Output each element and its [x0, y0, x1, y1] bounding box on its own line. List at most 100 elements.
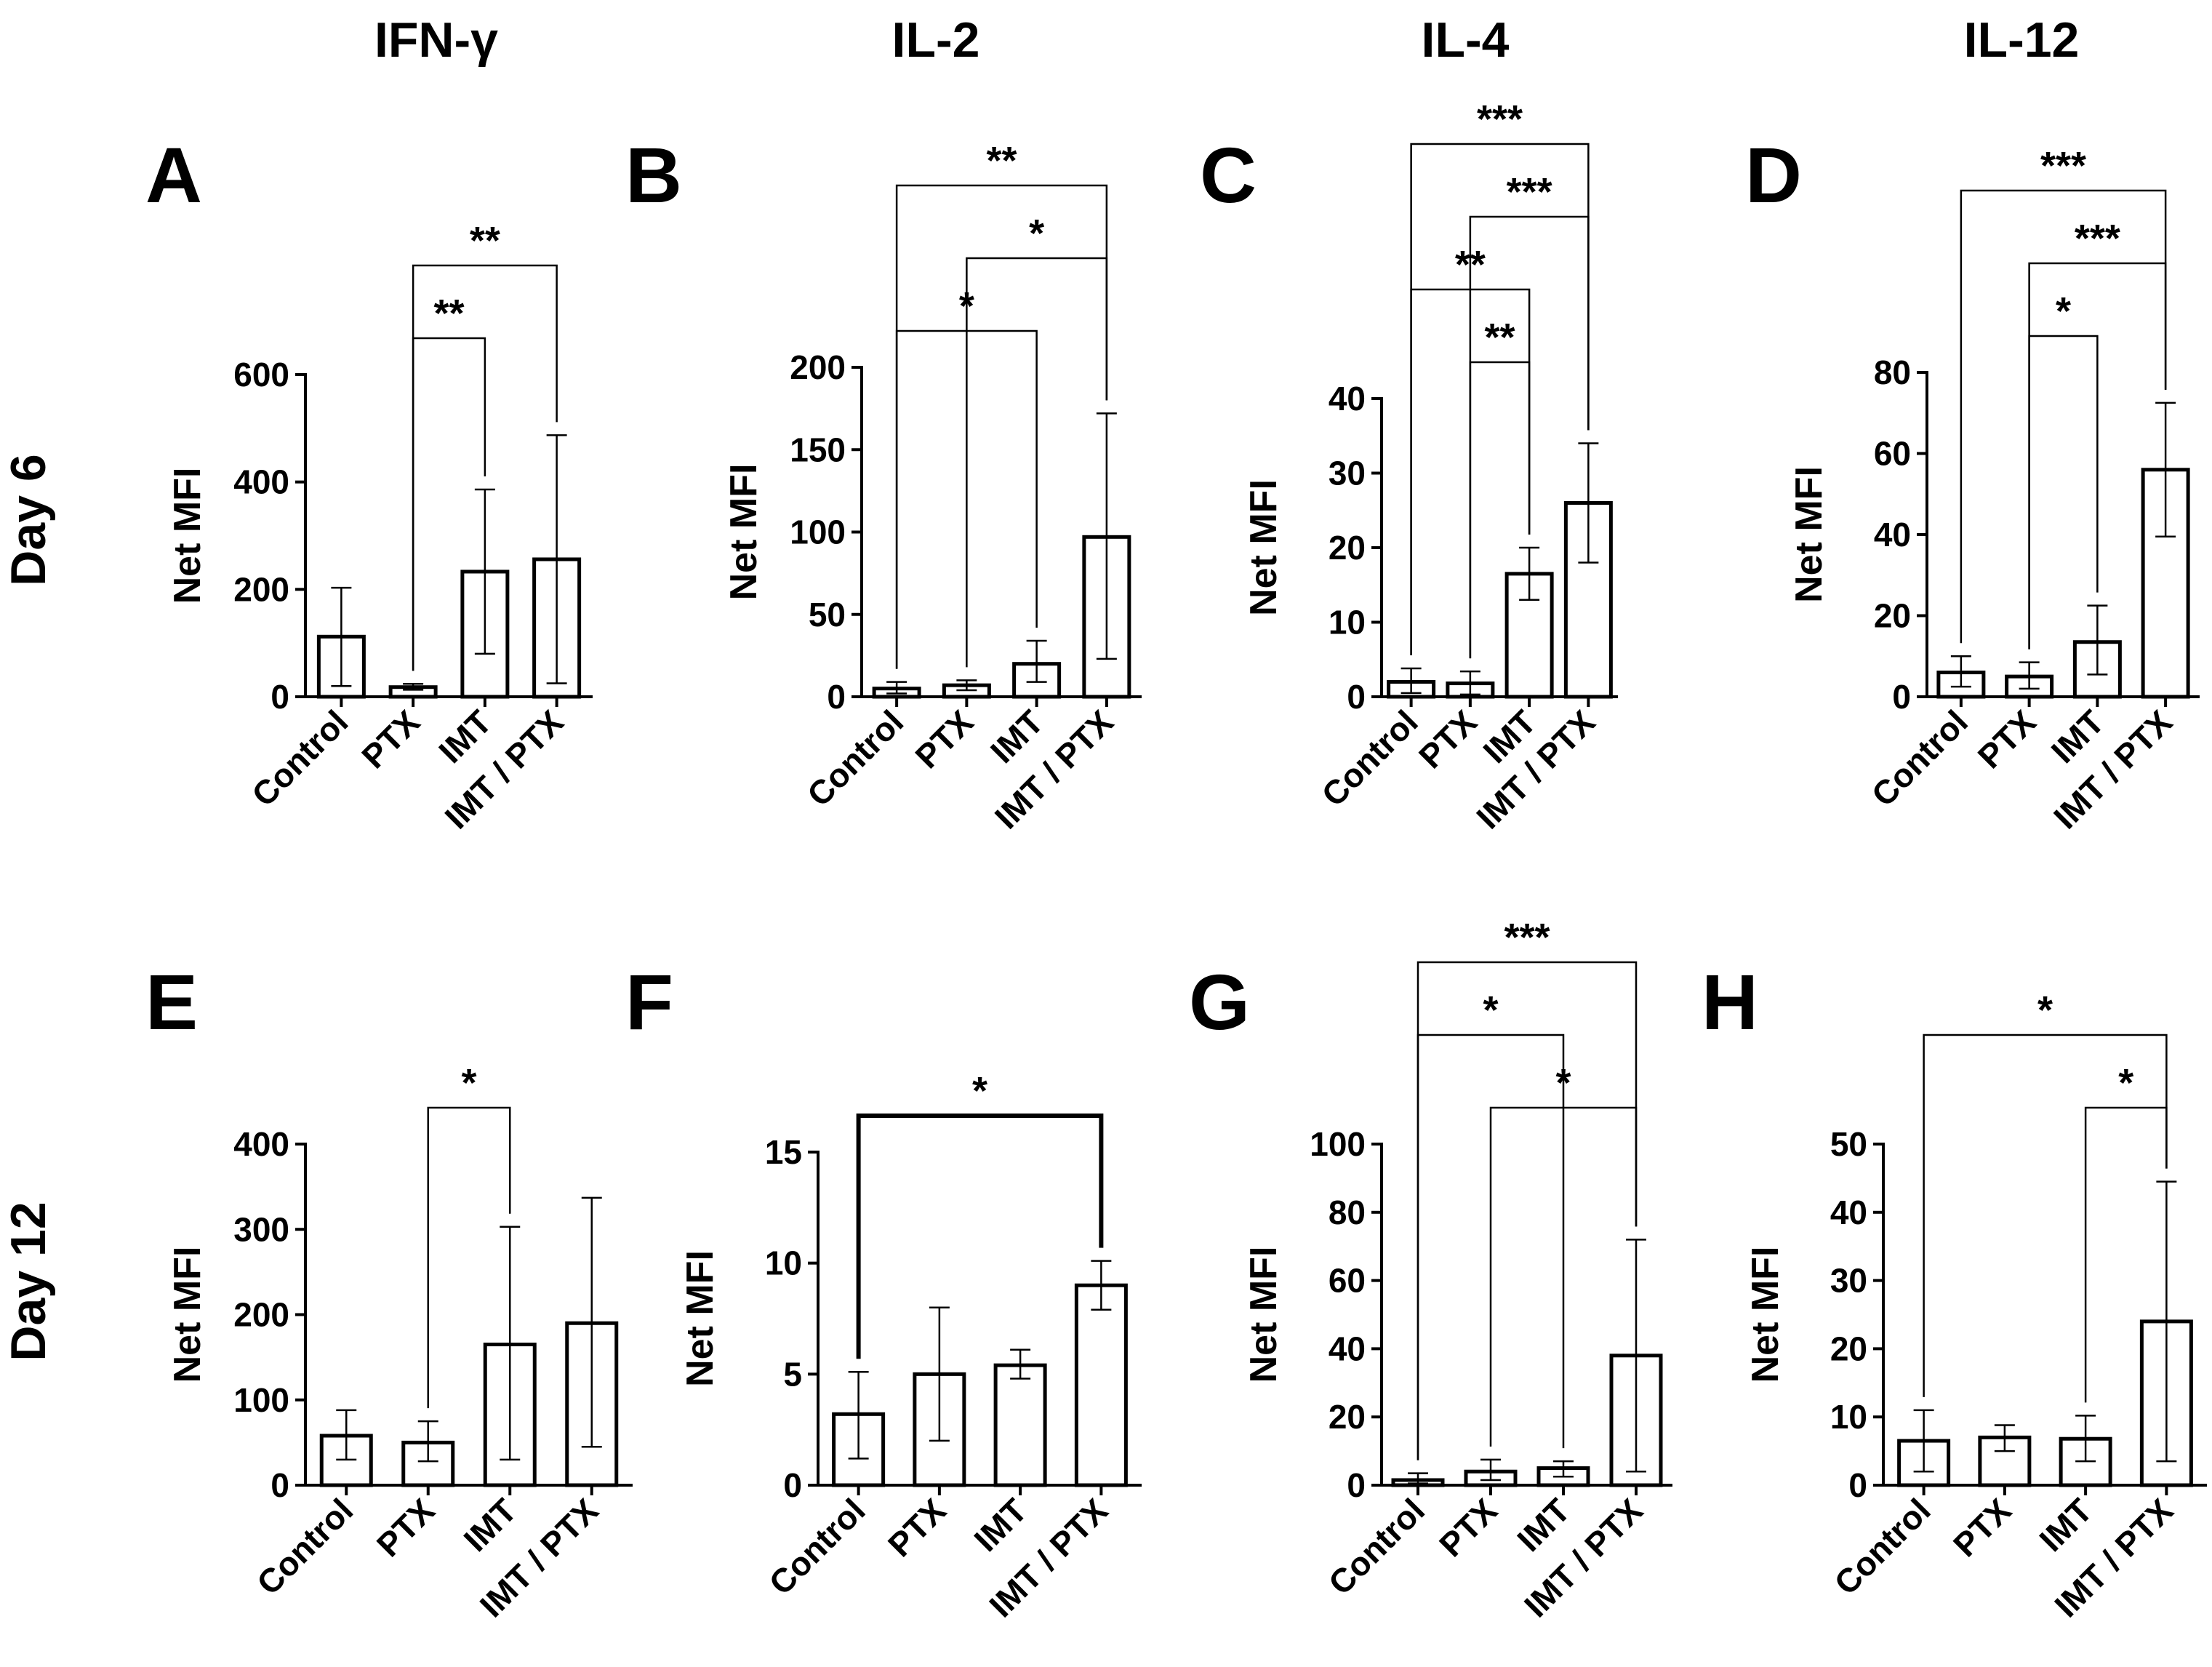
- y-axis-label: Net MFI: [1744, 1247, 1787, 1383]
- significance-bracket: [856, 1114, 1104, 1359]
- y-tick-label: 0: [271, 678, 289, 716]
- y-tick-label: 30: [1830, 1262, 1867, 1300]
- significance-label: ***: [1504, 916, 1550, 959]
- significance-label: *: [972, 1069, 987, 1113]
- panel-letter: E: [145, 958, 198, 1046]
- y-tick-label: 0: [1347, 1466, 1366, 1504]
- bar-imt-ptx: [1074, 1283, 1128, 1487]
- category-label: Control: [244, 703, 355, 813]
- y-tick-label: 200: [790, 348, 846, 386]
- y-axis-label: Net MFI: [167, 468, 209, 604]
- column-header-il-12: IL-12: [1964, 12, 2080, 68]
- y-tick-label: 15: [765, 1133, 802, 1171]
- y-tick-label: 10: [765, 1244, 802, 1282]
- significance-label: ***: [1477, 97, 1523, 141]
- y-tick-label: 0: [1347, 678, 1366, 716]
- significance-label: ***: [2040, 144, 2086, 188]
- y-tick-label: 0: [783, 1466, 802, 1504]
- panel-letter: B: [625, 131, 682, 219]
- row-label-day-12: Day 12: [1, 1202, 56, 1361]
- y-tick-label: 400: [233, 463, 289, 501]
- significance-label: *: [1029, 212, 1044, 255]
- significance-label: **: [1484, 316, 1515, 359]
- y-tick-label: 200: [233, 570, 289, 608]
- y-tick-label: 0: [271, 1466, 289, 1504]
- category-label: PTX: [1432, 1491, 1504, 1564]
- significance-label: **: [433, 292, 464, 335]
- category-label: IMT: [457, 1491, 524, 1559]
- y-tick-label: 80: [1874, 353, 1911, 391]
- y-tick-label: 200: [233, 1296, 289, 1334]
- y-axis-label: Net MFI: [167, 1247, 209, 1383]
- significance-label: **: [470, 219, 500, 263]
- significance-label: *: [2056, 289, 2071, 333]
- significance-bracket: [1410, 143, 1590, 656]
- y-tick-label: 60: [1329, 1262, 1366, 1300]
- y-tick-label: 20: [1830, 1330, 1867, 1367]
- y-tick-label: 300: [233, 1210, 289, 1248]
- significance-bracket: [412, 264, 558, 671]
- category-label: Control: [1314, 703, 1424, 813]
- category-label: Control: [249, 1491, 360, 1602]
- y-axis-label: Net MFI: [1243, 1247, 1285, 1383]
- significance-label: *: [1483, 988, 1498, 1032]
- category-label: IMT: [2032, 1491, 2099, 1559]
- y-tick-label: 150: [790, 431, 846, 468]
- y-tick-label: 20: [1329, 529, 1366, 567]
- category-label: Control: [761, 1491, 872, 1602]
- y-tick-label: 50: [1830, 1125, 1867, 1163]
- category-label: PTX: [1971, 703, 2043, 775]
- category-label: PTX: [907, 703, 980, 775]
- significance-bracket: [895, 184, 1108, 669]
- category-label: IMT: [966, 1491, 1034, 1559]
- panel-letter: F: [625, 958, 673, 1046]
- significance-bracket: [1923, 1034, 2168, 1397]
- y-tick-label: 20: [1329, 1398, 1366, 1436]
- category-label: PTX: [354, 703, 427, 775]
- y-tick-label: 400: [233, 1125, 289, 1163]
- category-label: PTX: [881, 1491, 953, 1564]
- category-label: PTX: [1411, 703, 1484, 775]
- y-tick-label: 50: [809, 596, 846, 633]
- row-label-day-6: Day 6: [1, 454, 56, 585]
- column-header-il-4: IL-4: [1422, 12, 1510, 68]
- y-tick-label: 40: [1329, 380, 1366, 417]
- y-tick-label: 40: [1329, 1330, 1366, 1367]
- panel-letter: C: [1200, 131, 1257, 219]
- column-header-il-2: IL-2: [892, 12, 980, 68]
- y-tick-label: 600: [233, 356, 289, 393]
- significance-label: *: [2118, 1061, 2133, 1105]
- y-tick-label: 0: [1892, 678, 1911, 716]
- y-axis-label: Net MFI: [1243, 479, 1285, 616]
- significance-bracket: [1416, 961, 1638, 1460]
- y-tick-label: 80: [1329, 1194, 1366, 1231]
- y-tick-label: 5: [783, 1355, 802, 1393]
- category-label: Control: [1827, 1491, 1937, 1602]
- y-tick-label: 60: [1874, 435, 1911, 473]
- panel-letter: D: [1745, 131, 1802, 219]
- y-tick-label: 100: [790, 513, 846, 551]
- y-axis-label: Net MFI: [679, 1250, 721, 1387]
- y-tick-label: 10: [1830, 1398, 1867, 1436]
- significance-label: *: [461, 1061, 476, 1105]
- y-axis-label: Net MFI: [1788, 466, 1830, 603]
- y-axis-label: Net MFI: [723, 464, 765, 601]
- panel-letter: H: [1702, 958, 1758, 1046]
- column-header-ifn-gamma: IFN-γ: [374, 12, 498, 68]
- y-tick-label: 40: [1874, 516, 1911, 553]
- panel-letter: A: [145, 131, 202, 219]
- y-tick-label: 0: [1848, 1466, 1867, 1504]
- y-tick-label: 100: [1310, 1125, 1366, 1163]
- significance-bracket: [2028, 335, 2099, 649]
- y-tick-label: 10: [1329, 604, 1366, 641]
